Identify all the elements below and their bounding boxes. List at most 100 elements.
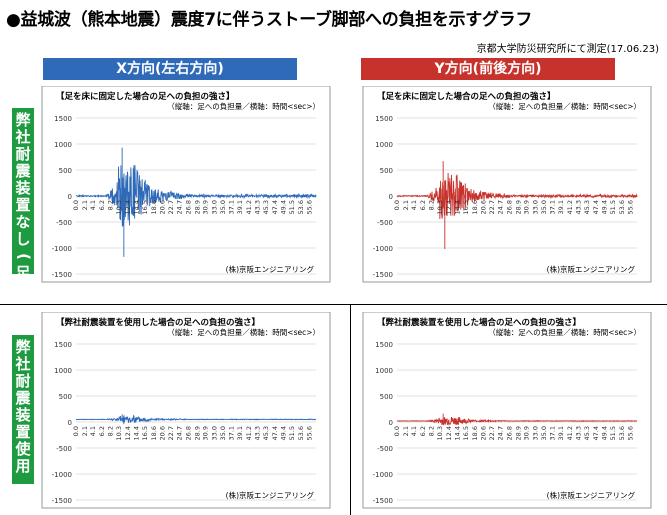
x-tick-label: 41.2	[566, 426, 574, 440]
row-label-char: 震	[15, 389, 31, 407]
chart-x-fixed: 【足を床に固定した場合の足への負担の強さ】 （縦軸：足への負担量／横軸：時間<se…	[36, 86, 336, 284]
row-label-char: )	[14, 321, 33, 328]
x-tick-label: 45.3	[583, 200, 591, 214]
x-tick-label: 14.4	[132, 426, 140, 440]
y-tick-label: 1000	[54, 367, 72, 375]
x-tick-label: 53.6	[618, 200, 626, 214]
x-tick-label: 39.1	[557, 426, 565, 440]
row-label-char: 置	[15, 196, 31, 214]
x-tick-label: 16.5	[141, 200, 149, 214]
x-tick-label: 8.2	[106, 200, 114, 210]
row-label-char: 耐	[15, 372, 31, 390]
x-tick-label: 18.6	[150, 426, 158, 440]
x-tick-label: 18.6	[471, 426, 479, 440]
x-tick-label: 55.6	[305, 426, 313, 440]
x-tick-label: 24.7	[176, 426, 184, 440]
x-tick-label: 55.6	[626, 200, 634, 214]
chart-subtitle: （縦軸：足への負担量／横軸：時間<sec>）	[488, 101, 641, 111]
x-tick-label: 41.2	[566, 200, 574, 214]
chart-y-device: 【弊社耐震装置を使用した場合の足への負担の強さ】 （縦軸：足への負担量／横軸：時間…	[357, 312, 657, 510]
x-tick-label: 43.3	[575, 200, 583, 214]
x-tick-label: 26.8	[505, 426, 513, 440]
x-tick-label: 14.4	[132, 200, 140, 214]
x-tick-label: 37.1	[549, 200, 557, 214]
x-tick-label: 33.0	[210, 200, 218, 214]
data-series-line	[396, 161, 638, 250]
chart-title: 【足を床に固定した場合の足への負担の強さ】	[377, 91, 556, 102]
x-tick-label: 39.1	[557, 200, 565, 214]
y-tick-label: 500	[59, 167, 72, 175]
row-label-char: 定	[15, 298, 31, 316]
y-direction-header: Y方向(前後方向)	[361, 58, 615, 80]
x-tick-label: 0.0	[393, 200, 401, 210]
x-tick-label: 30.9	[523, 200, 531, 214]
row-label-char: 固	[15, 281, 31, 299]
x-tick-label: 51.5	[609, 200, 617, 214]
x-tick-label: 12.4	[124, 200, 132, 214]
x-tick-label: 20.6	[158, 426, 166, 440]
x-tick-label: 20.6	[479, 426, 487, 440]
y-tick-label: -500	[56, 445, 72, 453]
x-tick-label: 45.3	[262, 426, 270, 440]
row-label-char: (	[14, 253, 33, 260]
x-tick-label: 28.9	[193, 200, 201, 214]
x-tick-label: 16.5	[462, 426, 470, 440]
y-tick-label: 1500	[54, 341, 72, 349]
y-tick-label: -1500	[52, 497, 72, 505]
x-tick-label: 8.2	[427, 426, 435, 436]
x-tick-label: 6.2	[98, 426, 106, 436]
chart-credit: (株)京阪エンジニアリング	[547, 264, 636, 274]
x-tick-label: 14.4	[453, 200, 461, 214]
x-tick-label: 2.1	[402, 200, 410, 210]
row-label-char: 装	[15, 406, 31, 424]
chart-subtitle: （縦軸：足への負担量／横軸：時間<sec>）	[167, 101, 320, 111]
data-series-line	[75, 414, 317, 425]
x-tick-label: 26.8	[184, 200, 192, 214]
x-tick-label: 28.9	[514, 426, 522, 440]
x-tick-label: 10.3	[436, 426, 444, 440]
data-series-line	[75, 147, 317, 257]
x-tick-label: 6.2	[98, 200, 106, 210]
x-tick-label: 22.7	[167, 426, 175, 440]
row-label-char: 置	[15, 423, 31, 441]
x-tick-label: 33.0	[531, 426, 539, 440]
x-tick-label: 10.3	[115, 426, 123, 440]
x-tick-label: 45.3	[262, 200, 270, 214]
x-tick-label: 51.5	[288, 426, 296, 440]
x-tick-label: 28.9	[514, 200, 522, 214]
x-tick-label: 4.1	[89, 426, 97, 436]
x-tick-label: 41.2	[245, 200, 253, 214]
y-tick-label: 500	[59, 393, 72, 401]
x-tick-label: 33.0	[531, 200, 539, 214]
x-tick-label: 39.1	[236, 426, 244, 440]
x-tick-label: 47.4	[271, 426, 279, 440]
chart-frame	[41, 312, 331, 509]
x-tick-label: 45.3	[583, 426, 591, 440]
x-tick-label: 4.1	[410, 200, 418, 210]
x-tick-label: 30.9	[202, 426, 210, 440]
x-tick-label: 43.3	[254, 426, 262, 440]
y-tick-label: -1000	[52, 245, 72, 253]
x-tick-label: 0.0	[393, 426, 401, 436]
row-label-char: し	[15, 230, 31, 248]
x-tick-label: 12.4	[124, 426, 132, 440]
x-direction-header: X方向(左右方向)	[43, 58, 297, 80]
chart-y-fixed: 【足を床に固定した場合の足への負担の強さ】 （縦軸：足への負担量／横軸：時間<se…	[357, 86, 657, 284]
x-tick-label: 12.4	[445, 200, 453, 214]
x-tick-label: 35.0	[219, 426, 227, 440]
x-tick-label: 33.0	[210, 426, 218, 440]
x-tick-label: 49.4	[279, 426, 287, 440]
x-tick-label: 8.2	[106, 426, 114, 436]
x-tick-label: 2.1	[81, 426, 89, 436]
column-divider	[350, 304, 351, 515]
row-label-with-device: 弊社耐震装置使用	[12, 335, 34, 484]
x-tick-label: 24.7	[497, 200, 505, 214]
x-tick-label: 6.2	[419, 426, 427, 436]
row-label-char: 用	[15, 457, 31, 475]
x-tick-label: 30.9	[523, 426, 531, 440]
x-tick-label: 16.5	[141, 426, 149, 440]
chart-x-device: 【弊社耐震装置を使用した場合の足への負担の強さ】 （縦軸：足への負担量／横軸：時間…	[36, 312, 336, 510]
x-tick-label: 43.3	[254, 200, 262, 214]
y-tick-label: 0	[389, 419, 393, 427]
x-tick-label: 41.2	[245, 426, 253, 440]
